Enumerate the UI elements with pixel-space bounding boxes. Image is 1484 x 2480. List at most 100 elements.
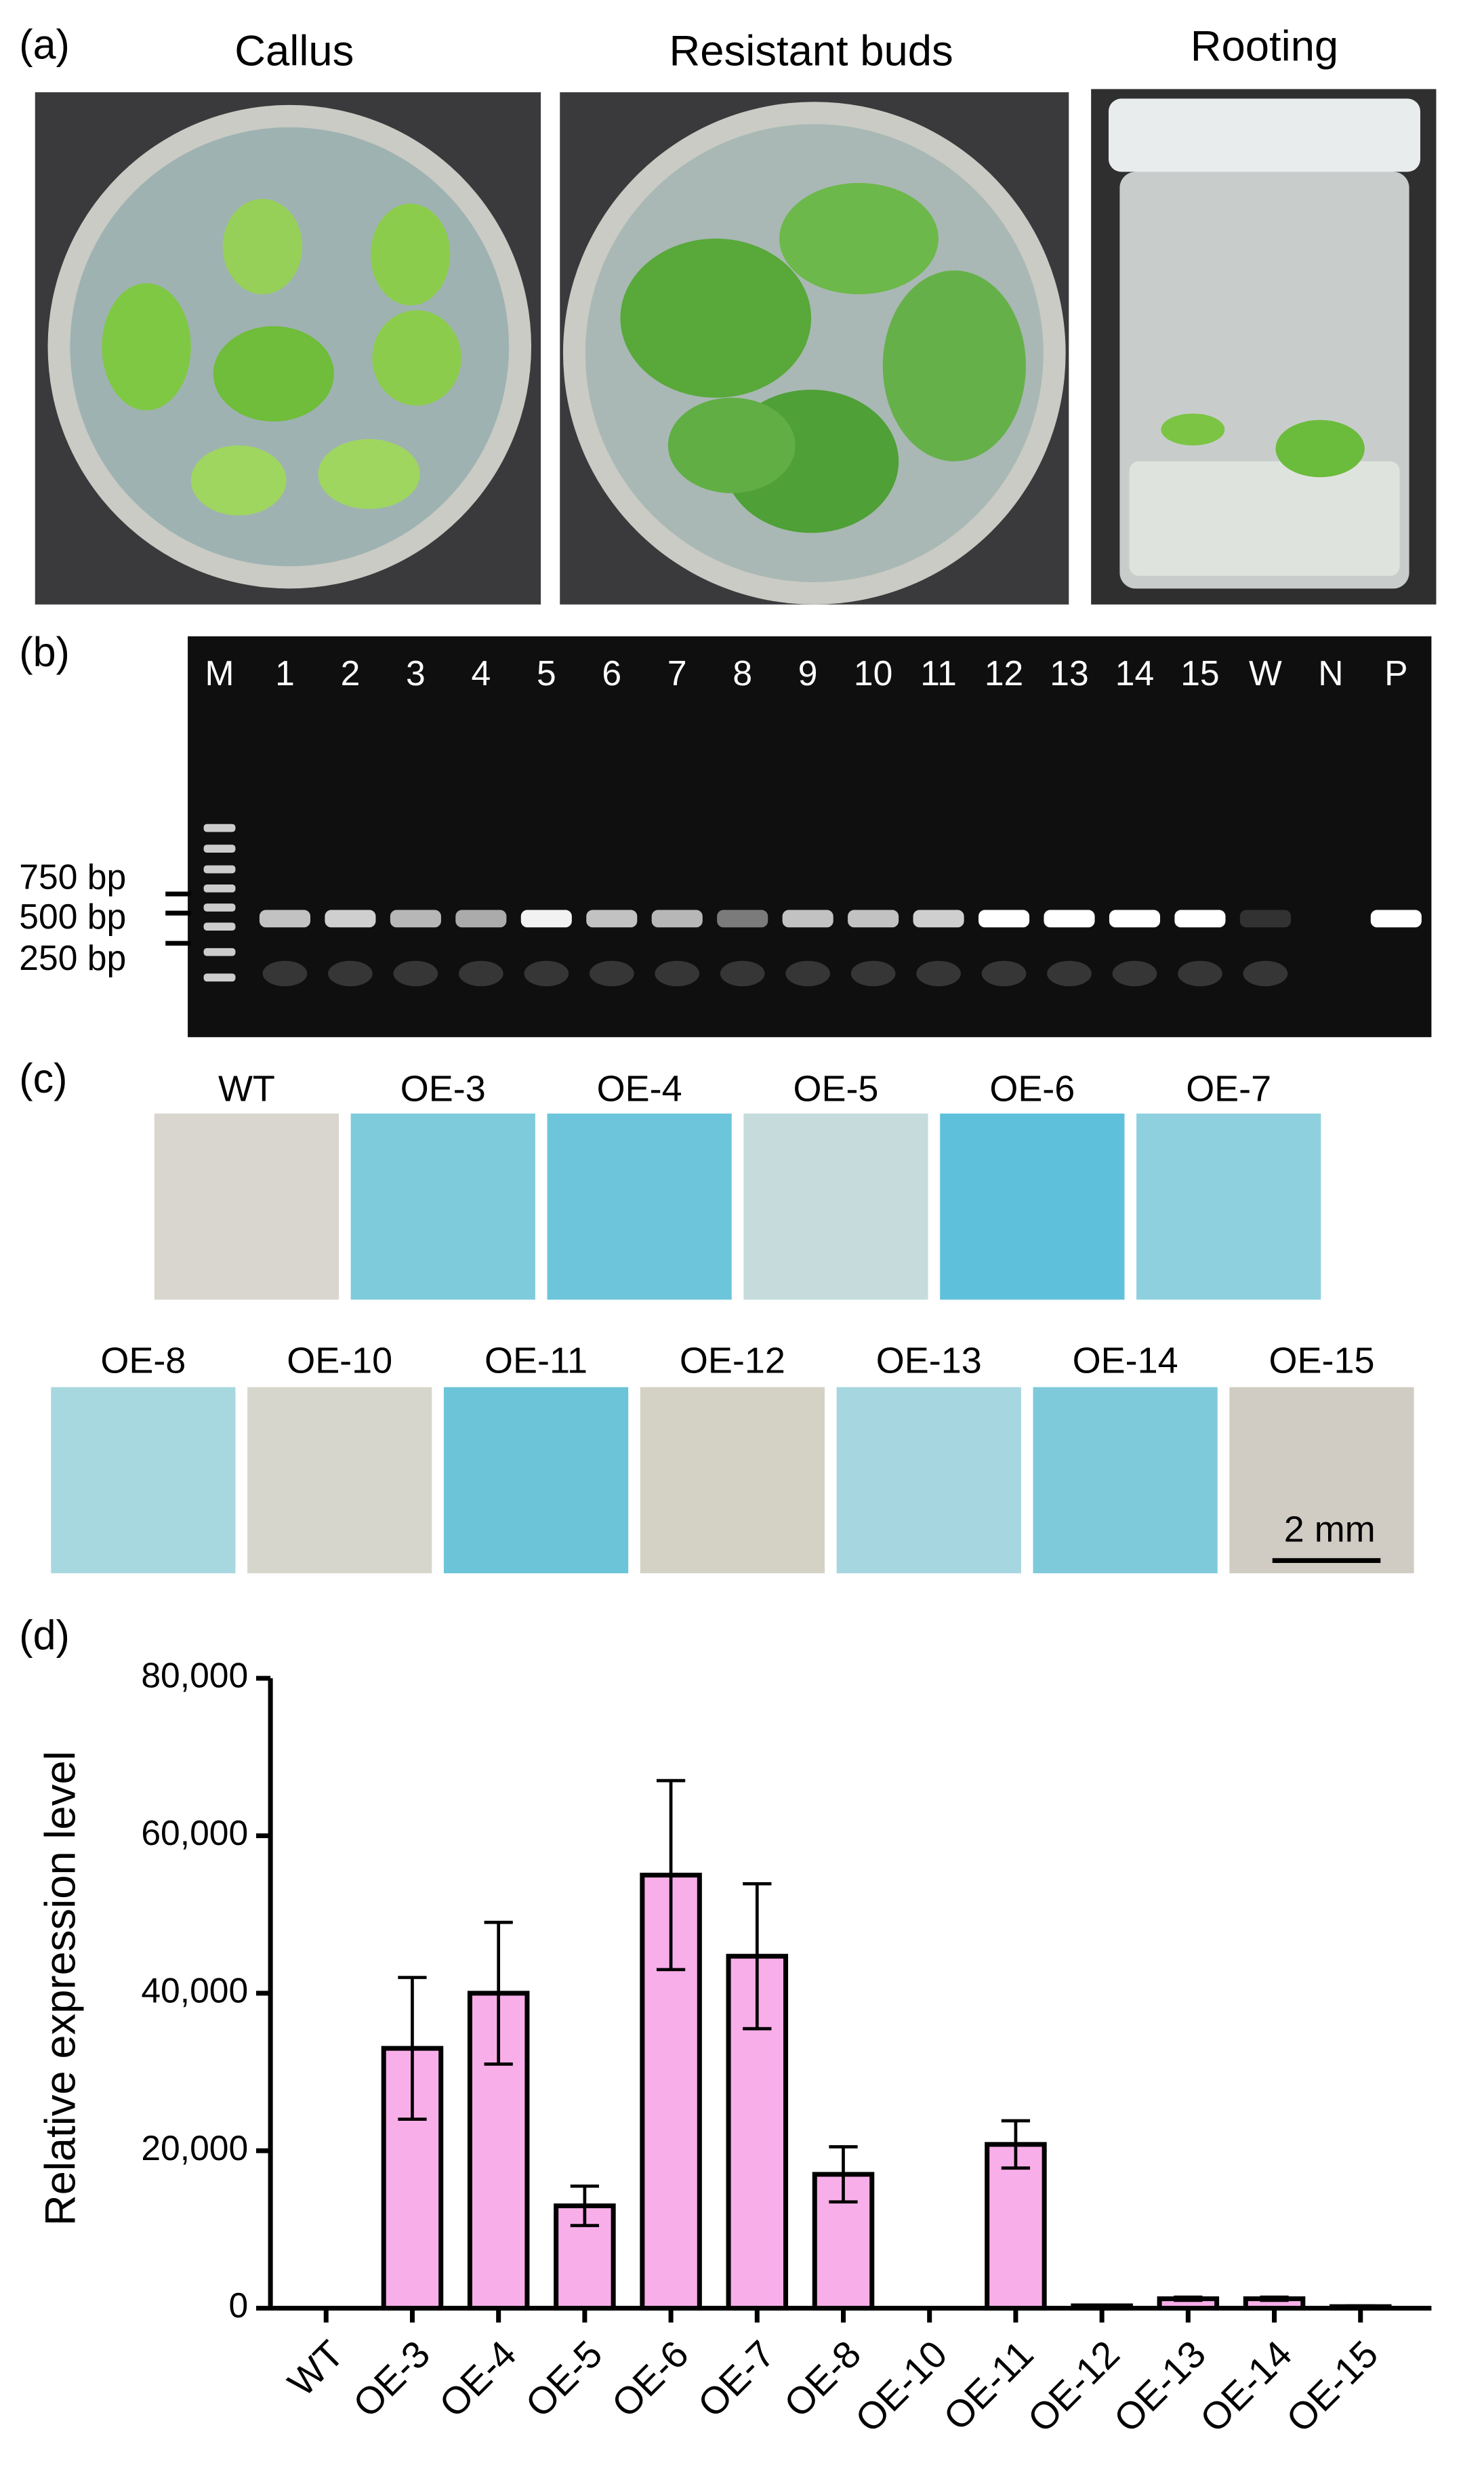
gus-tile (940, 1113, 1125, 1300)
tile-label: OE-14 (1073, 1341, 1178, 1381)
band (913, 910, 964, 928)
primer-smear (262, 960, 308, 987)
tile-label: OE-3 (400, 1068, 486, 1109)
error-bar (743, 1882, 772, 2031)
primer-smear (328, 960, 373, 987)
error-bar (1088, 2303, 1117, 2309)
error-bar (570, 2184, 600, 2227)
lane-label: 6 (602, 653, 621, 693)
lane-label: 7 (667, 653, 687, 693)
tile-label: OE-11 (485, 1341, 588, 1381)
panel-label: (c) (19, 1055, 67, 1101)
lane-label: 12 (985, 653, 1023, 693)
panel-label: (d) (19, 1612, 70, 1659)
lane-label: 15 (1180, 653, 1219, 693)
ladder-band (203, 922, 236, 931)
lane-label: 8 (733, 653, 752, 693)
x-tick-label: OE-15 (1278, 2332, 1386, 2441)
band (1370, 910, 1422, 928)
band (586, 910, 638, 928)
lane-label: N (1318, 653, 1343, 693)
primer-smear (981, 960, 1027, 987)
y-tick-label: 40,000 (141, 1970, 248, 2010)
y-tick-label: 0 (229, 2285, 249, 2325)
band (390, 910, 441, 928)
gus-tile (836, 1387, 1021, 1574)
primer-smear (1243, 960, 1288, 987)
primer-smear (785, 960, 831, 987)
gus-tile (247, 1387, 432, 1574)
gel (188, 636, 1432, 1038)
panel-label: (b) (19, 629, 70, 675)
lane-label: P (1384, 653, 1407, 693)
ladder-band (203, 903, 236, 912)
lane-label: 3 (406, 653, 426, 693)
primer-smear (393, 960, 438, 987)
x-tick-label: OE-5 (517, 2332, 610, 2425)
tile-label: OE-10 (287, 1341, 392, 1381)
lane-label: 14 (1115, 653, 1154, 693)
primer-smear (524, 960, 569, 987)
gus-tiles: WT OE-3 OE-4 OE-5 OE-6 OE-7 OE-8 OE-10 OE-11 OE-1… (51, 1068, 1414, 1574)
gel-lanes: M 1 2 3 4 5 6 7 8 9 10 11 12 13 14 15 W N P (203, 653, 1422, 987)
photo-resistant-buds (560, 92, 1069, 605)
band (455, 910, 507, 928)
lane-label: W (1249, 653, 1282, 693)
tile-label: OE-5 (793, 1068, 878, 1109)
x-tick-label: OE-4 (431, 2332, 524, 2425)
gus-tile (1229, 1387, 1414, 1574)
primer-smear (458, 960, 503, 987)
gus-tile (743, 1113, 928, 1300)
scale-bar-label: 2 mm (1284, 1509, 1376, 1549)
panel-label: (a) (19, 22, 70, 68)
band (1239, 910, 1291, 928)
gus-tile (640, 1387, 825, 1574)
primer-smear (850, 960, 896, 987)
lane-label: 5 (537, 653, 556, 693)
primer-smear (1178, 960, 1222, 987)
primer-smear (1047, 960, 1092, 987)
caption: Resistant buds (669, 28, 953, 75)
band (1174, 910, 1226, 928)
error-bar (1346, 2304, 1375, 2309)
y-tick-label: 60,000 (141, 1813, 248, 1852)
caption: Rooting (1191, 22, 1338, 70)
y-tick-label: 20,000 (141, 2128, 248, 2168)
lane-label: 10 (854, 653, 892, 693)
tile-label: OE-8 (100, 1341, 186, 1381)
lane-label: 2 (341, 653, 360, 693)
error-bar (1001, 2119, 1031, 2170)
ladder-band (203, 948, 236, 956)
gus-tile (350, 1113, 535, 1300)
lane-label: 11 (920, 653, 957, 693)
primer-smear (720, 960, 765, 987)
ladder-band (203, 865, 236, 874)
band (1109, 910, 1161, 928)
error-bar (829, 2145, 858, 2204)
gus-tile (1033, 1387, 1218, 1574)
band (717, 910, 768, 928)
band (325, 910, 376, 928)
primer-smear (589, 960, 634, 987)
x-tick-label: OE-3 (345, 2332, 438, 2425)
x-tick-label: OE-10 (847, 2332, 955, 2441)
gus-tile (547, 1113, 732, 1300)
lane-label: 9 (798, 653, 818, 693)
band (848, 910, 899, 928)
primer-smear (655, 960, 700, 987)
marker-label: 500 bp (19, 897, 126, 936)
error-bar (398, 1976, 427, 2121)
error-bar (1260, 2295, 1289, 2302)
tile-label: OE-6 (989, 1068, 1075, 1109)
x-tick-label: OE-14 (1192, 2332, 1300, 2441)
x-tick-label: WT (280, 2332, 352, 2404)
ladder-band (203, 824, 236, 832)
tile-label: OE-13 (876, 1341, 982, 1381)
gus-tile (1136, 1113, 1321, 1300)
y-tick-label: 80,000 (141, 1656, 248, 1695)
band (520, 910, 572, 928)
error-bar (656, 1778, 686, 1972)
tile-label: OE-7 (1186, 1068, 1271, 1109)
